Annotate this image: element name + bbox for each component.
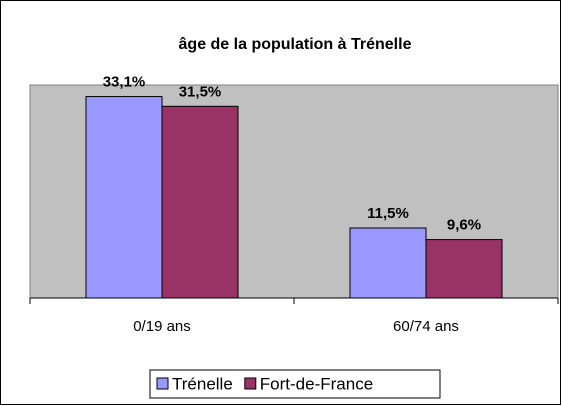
legend-label: Fort-de-France bbox=[260, 374, 373, 393]
bar bbox=[85, 96, 163, 299]
bar bbox=[161, 105, 239, 299]
x-tick-label: 60/74 ans bbox=[393, 318, 459, 335]
x-tick-label: 0/19 ans bbox=[133, 318, 191, 335]
bar bbox=[425, 239, 503, 299]
data-label: 31,5% bbox=[179, 83, 222, 100]
legend-swatch bbox=[244, 377, 257, 390]
data-label: 33,1% bbox=[103, 74, 146, 91]
bar bbox=[349, 227, 427, 299]
chart-title: âge de la population à Trénelle bbox=[179, 36, 412, 53]
data-label: 11,5% bbox=[367, 205, 409, 222]
data-label: 9,6% bbox=[447, 217, 481, 234]
legend-box bbox=[149, 369, 441, 399]
legend-label: Trénelle bbox=[172, 374, 233, 393]
legend-swatch bbox=[156, 377, 169, 390]
